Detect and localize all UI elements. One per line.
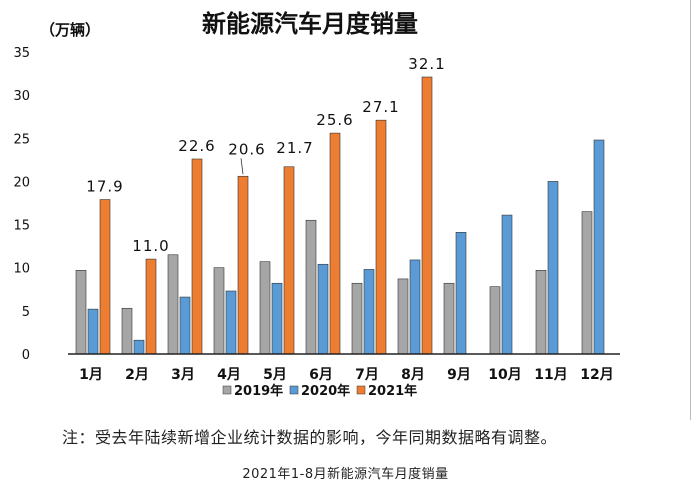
data-labels: 17.9 11.0 22.6 20.6 21.725.6 27.1 32.1: [86, 55, 445, 255]
bar-2020年-6月: [317, 263, 329, 355]
y-tick-label: 20: [13, 175, 30, 190]
bar-2019年-11月: [535, 270, 547, 355]
x-tick-label: 1月: [79, 367, 103, 383]
data-label-2021: 22.6: [178, 137, 215, 155]
x-tick-label: 3月: [171, 367, 195, 383]
legend-label: 2019年: [234, 383, 283, 399]
bar-2020年-11月: [547, 181, 559, 355]
chart-title: 新能源汽车月度销量: [202, 10, 418, 38]
y-tick-label: 15: [13, 219, 30, 234]
legend: 2019年 2020年 2021年: [222, 383, 417, 399]
bar-2021年-1月: [99, 199, 111, 355]
bar-2019年-7月: [351, 282, 363, 355]
data-label-2021: 17.9: [86, 178, 123, 196]
bar-2020年-5月: [271, 282, 283, 355]
x-tick-label: 9月: [447, 367, 471, 383]
data-label-2021: 25.6: [316, 111, 353, 129]
footnote: 注：受去年陆续新增企业统计数据的影响，今年同期数据略有调整。: [62, 428, 558, 447]
x-tick-label: 2月: [125, 367, 149, 383]
data-label-2021: 21.7: [276, 139, 313, 157]
y-tick-label: 5: [22, 305, 30, 320]
bar-chart: 新能源汽车月度销量 （万辆） 0 5 10 15 20 25 30 35 17.9 11.0 22…: [13, 10, 620, 399]
legend-swatch: [289, 385, 299, 395]
bar-2020年-4月: [225, 290, 237, 355]
y-unit-label: （万辆）: [40, 21, 100, 39]
bar-2021年-7月: [375, 119, 387, 355]
bar-2021年-4月: [237, 175, 249, 355]
bar-2019年-12月: [581, 211, 593, 355]
bar-2021年-8月: [421, 76, 433, 355]
y-tick-label: 10: [13, 262, 30, 277]
bar-2019年-10月: [489, 286, 501, 355]
bar-2021年-5月: [283, 166, 295, 355]
data-label-2021: 20.6: [228, 140, 265, 158]
bar-2020年-12月: [593, 139, 605, 355]
x-tick-label: 4月: [217, 367, 241, 383]
bar-2019年-6月: [305, 219, 317, 355]
bar-2020年-3月: [179, 296, 191, 355]
legend-swatch: [222, 385, 232, 395]
x-tick-label: 6月: [309, 367, 333, 383]
x-tick-label: 5月: [263, 367, 287, 383]
bar-2019年-3月: [167, 254, 179, 355]
x-tick-label: 12月: [580, 367, 613, 383]
legend-swatch: [356, 385, 366, 395]
bar-2019年-4月: [213, 267, 225, 355]
y-tick-label: 25: [13, 132, 30, 147]
label-leader-line: [240, 158, 244, 175]
bar-2021年-3月: [191, 158, 203, 355]
bar-2020年-10月: [501, 214, 513, 355]
x-tick-label: 10月: [488, 367, 521, 383]
bar-2021年-6月: [329, 132, 341, 355]
data-label-2021: 11.0: [132, 237, 169, 255]
legend-label: 2020年: [301, 383, 350, 399]
x-tick-label: 8月: [401, 367, 425, 383]
bar-2019年-8月: [397, 278, 409, 355]
y-axis-ticks: 0 5 10 15 20 25 30 35: [13, 46, 30, 363]
figure-caption: 2021年1-8月新能源汽车月度销量: [242, 467, 449, 482]
chart-area: 新能源汽车月度销量 （万辆） 0 5 10 15 20 25 30 35 17.9 11.0 22…: [13, 0, 691, 420]
y-tick-label: 30: [13, 89, 30, 104]
bar-2020年-1月: [87, 308, 99, 355]
bar-2021年-2月: [145, 258, 157, 355]
y-tick-label: 35: [13, 46, 30, 61]
bar-2019年-9月: [443, 282, 455, 355]
bar-2019年-5月: [259, 261, 271, 355]
bar-2020年-7月: [363, 269, 375, 355]
x-tick-label: 7月: [355, 367, 379, 383]
bar-2020年-9月: [455, 232, 467, 355]
data-label-2021: 32.1: [408, 55, 445, 73]
bar-2020年-2月: [133, 339, 145, 355]
x-axis-labels: 1月 2月 3月 4月 5月 6月 7月 8月 9月 10月 11月 12月: [79, 367, 614, 383]
x-tick-label: 11月: [534, 367, 567, 383]
legend-label: 2021年: [368, 383, 417, 399]
y-tick-label: 0: [22, 348, 30, 363]
data-label-2021: 27.1: [362, 98, 399, 116]
bars: [75, 76, 605, 355]
bar-2019年-1月: [75, 270, 87, 355]
bar-2020年-8月: [409, 259, 421, 355]
bar-2019年-2月: [121, 307, 133, 355]
